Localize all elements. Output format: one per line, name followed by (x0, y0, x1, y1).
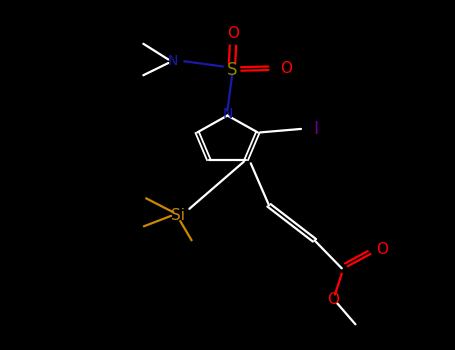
Text: N: N (168, 54, 178, 68)
Text: O: O (227, 27, 239, 41)
Text: I: I (313, 120, 318, 138)
Text: O: O (280, 61, 292, 76)
Text: O: O (376, 241, 388, 257)
Text: Si: Si (171, 208, 185, 223)
Text: S: S (227, 61, 238, 79)
Text: O: O (327, 292, 339, 307)
Text: N: N (222, 107, 233, 121)
